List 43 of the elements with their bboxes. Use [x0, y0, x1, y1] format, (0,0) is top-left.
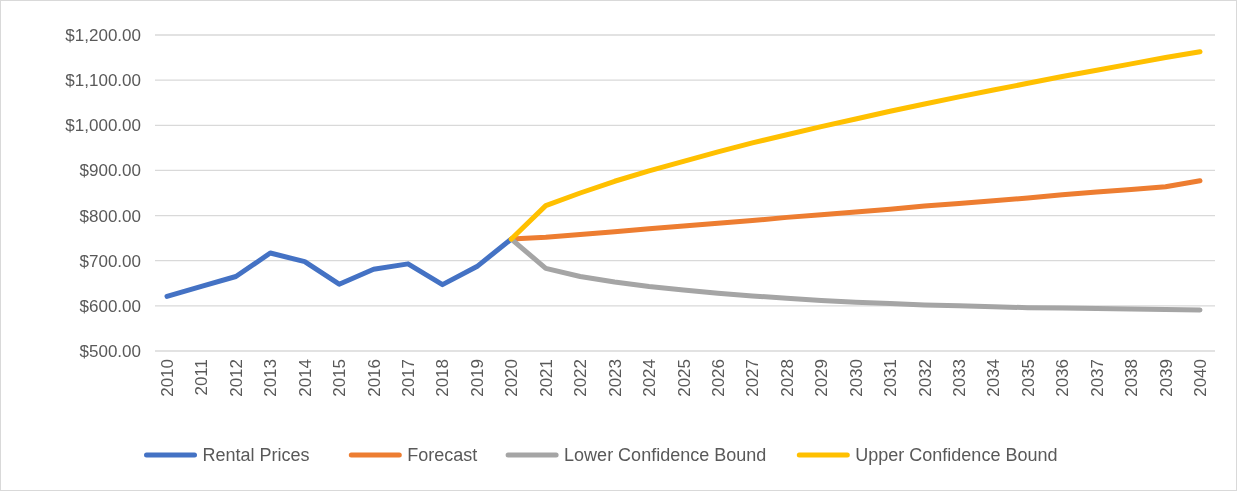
x-tick-label: 2038: [1122, 359, 1142, 397]
y-tick-label: $1,000.00: [65, 116, 141, 136]
y-tick-label: $800.00: [79, 206, 141, 226]
x-tick-label: 2022: [571, 359, 591, 397]
x-tick-label: 2029: [812, 359, 832, 397]
x-tick-label: 2024: [640, 359, 660, 397]
y-tick-label: $1,100.00: [65, 71, 141, 91]
x-tick-label: 2023: [605, 359, 625, 397]
x-tick-label: 2040: [1191, 359, 1210, 397]
x-tick-label: 2031: [881, 359, 901, 397]
y-tick-label: $900.00: [79, 161, 141, 181]
x-tick-label: 2036: [1053, 359, 1073, 397]
x-tick-label: 2011: [192, 359, 212, 396]
y-tick-label: $500.00: [79, 341, 141, 361]
legend-label: Lower Confidence Bound: [564, 445, 767, 466]
x-tick-label: 2018: [433, 359, 453, 397]
x-tick-label: 2027: [743, 359, 763, 397]
y-tick-label: $700.00: [79, 251, 141, 271]
x-tick-label: 2014: [295, 359, 315, 397]
legend-label: Forecast: [407, 445, 478, 466]
x-tick-label: 2025: [674, 359, 694, 397]
legend-label: Rental Prices: [202, 445, 310, 466]
x-tick-label: 2020: [502, 359, 522, 397]
x-tick-label: 2016: [364, 359, 384, 397]
legend-label: Upper Confidence Bound: [855, 445, 1058, 466]
x-tick-label: 2010: [158, 359, 177, 397]
x-tick-label: 2012: [226, 359, 246, 397]
x-tick-label: 2019: [467, 359, 487, 397]
x-tick-label: 2035: [1018, 359, 1038, 397]
x-tick-label: 2037: [1087, 359, 1107, 397]
x-tick-label: 2039: [1156, 359, 1176, 397]
x-tick-label: 2034: [984, 359, 1004, 397]
x-tick-label: 2017: [399, 359, 419, 397]
x-tick-label: 2021: [536, 359, 556, 397]
y-tick-label: $600.00: [79, 296, 141, 316]
x-tick-label: 2028: [777, 359, 797, 397]
y-tick-label: $1,200.00: [65, 25, 141, 45]
x-tick-label: 2033: [949, 359, 969, 397]
x-tick-label: 2013: [261, 359, 281, 397]
x-tick-label: 2026: [708, 359, 728, 397]
x-tick-label: 2015: [330, 359, 350, 397]
x-tick-label: 2030: [846, 359, 866, 397]
x-tick-label: 2032: [915, 359, 935, 397]
